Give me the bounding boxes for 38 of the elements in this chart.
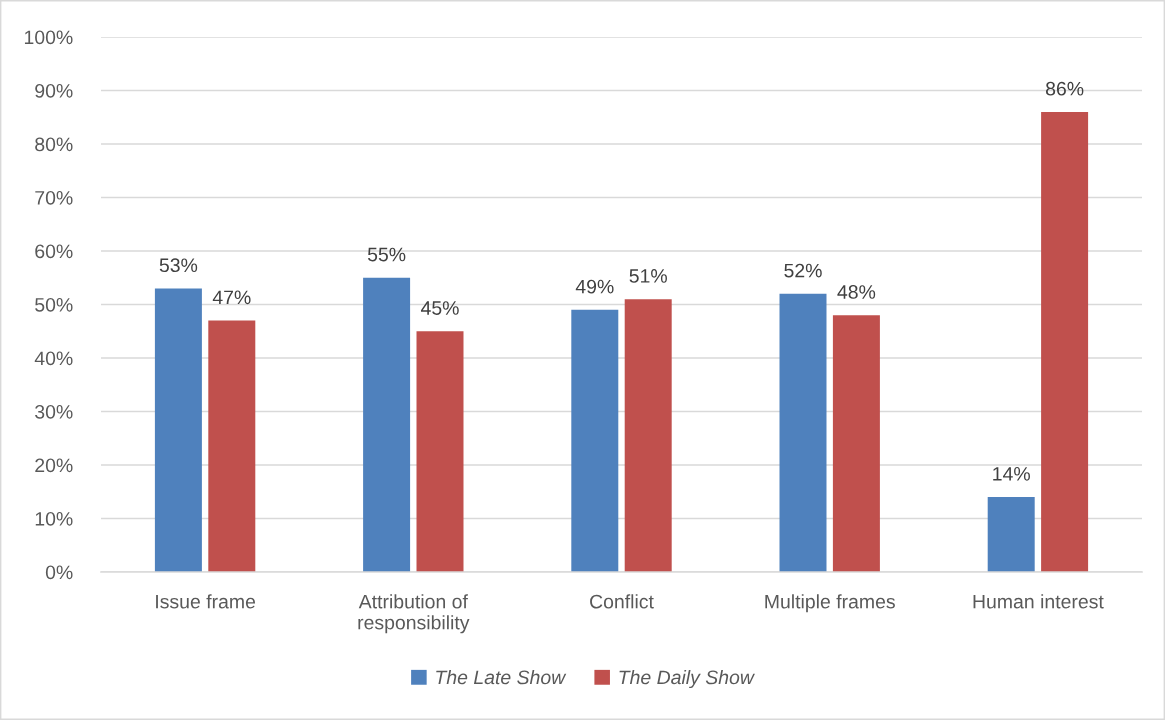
x-tick-label: Issue frame (156, 594, 256, 609)
y-tick-label: 70% (35, 190, 73, 205)
data-label: 14% (993, 467, 1030, 481)
x-tick-label: Conflict (590, 594, 654, 609)
bar (571, 309, 619, 572)
bar (1041, 111, 1089, 572)
x-tick-label: Multiple frames (765, 594, 895, 613)
data-label: 52% (784, 263, 822, 278)
y-tick-label: 20% (35, 458, 73, 473)
y-tick-label: 10% (35, 511, 73, 526)
bar (208, 320, 256, 572)
legend-label: The Late Show (436, 669, 567, 685)
y-tick-label: 60% (35, 244, 73, 259)
data-label: 48% (837, 285, 876, 299)
data-label: 86% (1045, 81, 1084, 96)
bar (416, 331, 464, 572)
y-tick-label: 80% (35, 137, 73, 152)
y-tick-label: 0% (45, 565, 73, 580)
data-label: 49% (575, 279, 614, 294)
y-tick-label: 30% (35, 404, 73, 419)
bar (624, 299, 672, 572)
y-tick-label: 100% (24, 30, 73, 45)
bar (832, 315, 880, 572)
x-tick-label: Human interest (973, 594, 1104, 609)
bar (154, 288, 202, 572)
y-tick-label: 40% (34, 351, 73, 366)
bar (987, 497, 1035, 572)
legend-label: The Daily Show (619, 669, 755, 689)
bar (779, 293, 827, 572)
data-label: 51% (629, 269, 667, 283)
data-label: 53% (159, 258, 198, 273)
data-label: 45% (420, 301, 459, 315)
data-label: 47% (212, 290, 251, 305)
bar (363, 277, 411, 572)
data-label: 55% (367, 247, 406, 262)
x-tick-label: Attribution of responsibility (358, 594, 470, 634)
y-tick-label: 50% (35, 297, 73, 312)
y-tick-label: 90% (35, 83, 73, 98)
